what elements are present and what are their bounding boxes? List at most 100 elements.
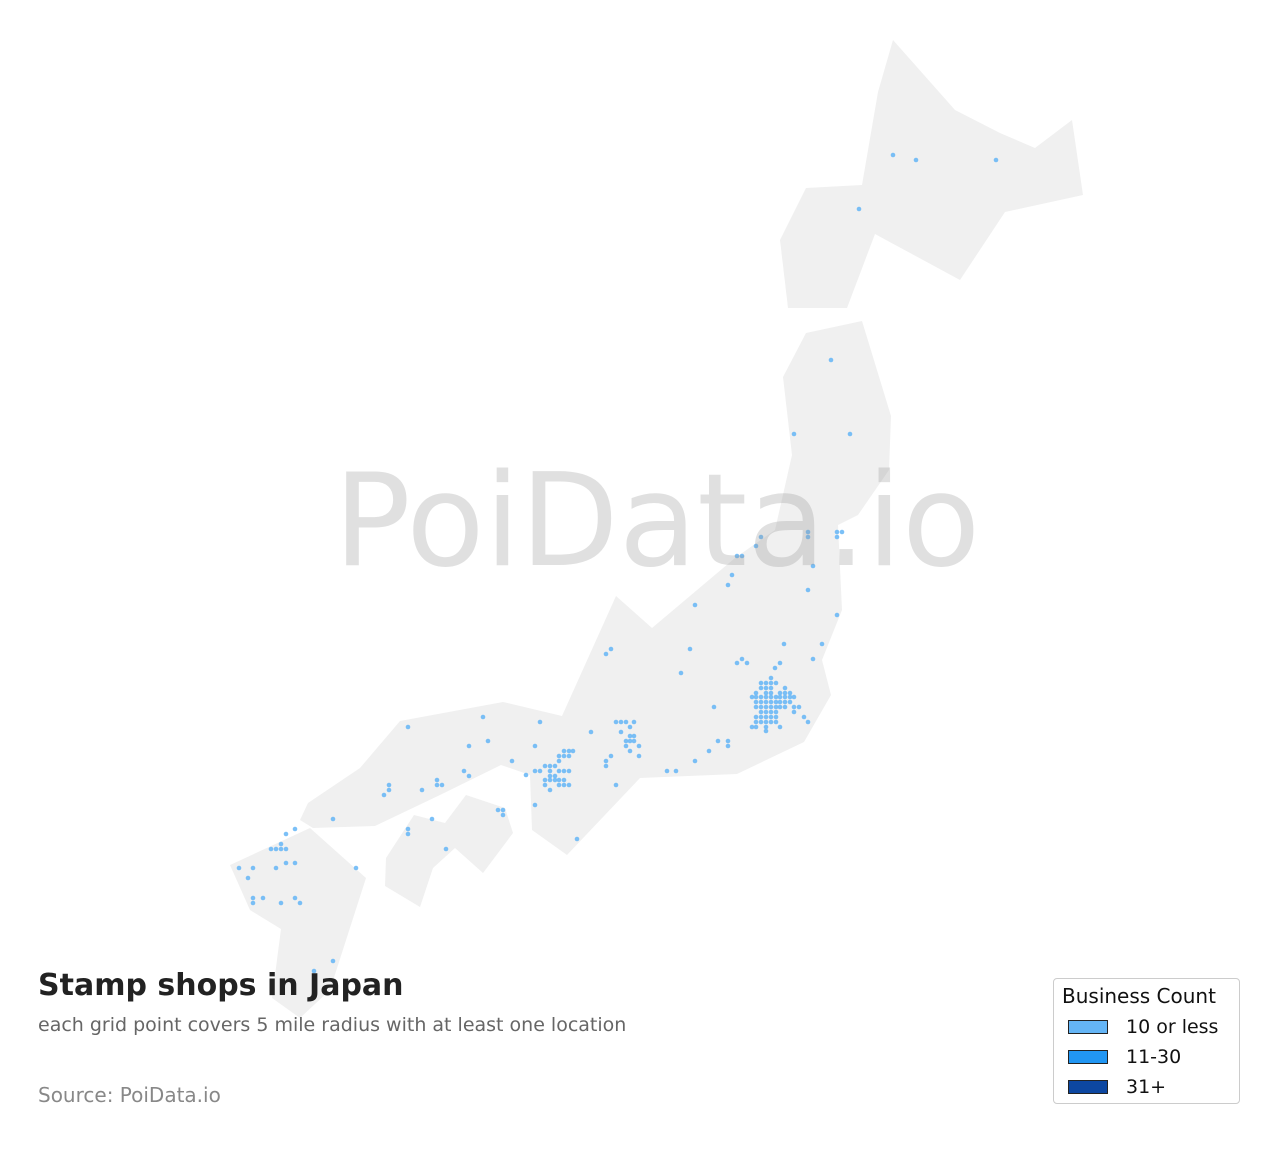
grid-point bbox=[631, 738, 637, 744]
grid-point bbox=[758, 704, 764, 710]
grid-point bbox=[801, 714, 807, 720]
grid-point bbox=[613, 719, 619, 725]
grid-point bbox=[734, 660, 740, 666]
grid-point bbox=[772, 665, 778, 671]
legend-swatch bbox=[1068, 1050, 1108, 1064]
grid-point bbox=[782, 685, 788, 691]
grid-point bbox=[250, 900, 256, 906]
grid-point bbox=[461, 768, 467, 774]
grid-point bbox=[623, 719, 629, 725]
grid-point bbox=[547, 787, 553, 793]
grid-point bbox=[725, 738, 731, 744]
legend-item-mid: 11-30 bbox=[1068, 1046, 1181, 1068]
grid-point bbox=[758, 685, 764, 691]
grid-point bbox=[434, 782, 440, 788]
grid-point bbox=[763, 719, 769, 725]
grid-point bbox=[570, 748, 576, 754]
grid-point bbox=[777, 724, 783, 730]
grid-point bbox=[819, 641, 825, 647]
grid-point bbox=[773, 694, 779, 700]
grid-point bbox=[556, 782, 562, 788]
grid-point bbox=[608, 753, 614, 759]
grid-point bbox=[273, 865, 279, 871]
grid-point bbox=[773, 680, 779, 686]
grid-point bbox=[547, 768, 553, 774]
grid-point bbox=[627, 724, 633, 730]
grid-point bbox=[552, 763, 558, 769]
grid-point bbox=[847, 431, 853, 437]
grid-point bbox=[268, 846, 274, 852]
grid-point bbox=[729, 572, 735, 578]
source-credit: Source: PoiData.io bbox=[38, 1083, 221, 1107]
grid-point bbox=[297, 900, 303, 906]
grid-point bbox=[278, 841, 284, 847]
grid-point bbox=[547, 773, 553, 779]
grid-point bbox=[834, 612, 840, 618]
grid-point bbox=[566, 782, 572, 788]
grid-point bbox=[791, 704, 797, 710]
grid-point bbox=[782, 690, 788, 696]
grid-point bbox=[386, 787, 392, 793]
grid-point bbox=[631, 719, 637, 725]
hokkaido bbox=[780, 40, 1083, 308]
grid-point bbox=[419, 787, 425, 793]
grid-point bbox=[768, 704, 774, 710]
grid-point bbox=[292, 895, 298, 901]
grid-point bbox=[753, 690, 759, 696]
legend-item-low: 10 or less bbox=[1068, 1016, 1218, 1038]
grid-point bbox=[805, 534, 811, 540]
grid-point bbox=[805, 719, 811, 725]
grid-point bbox=[834, 529, 840, 535]
legend-item-high: 31+ bbox=[1068, 1076, 1166, 1098]
grid-point bbox=[561, 768, 567, 774]
grid-point bbox=[547, 777, 553, 783]
grid-point bbox=[561, 777, 567, 783]
grid-point bbox=[763, 728, 769, 734]
grid-point bbox=[791, 431, 797, 437]
grid-point bbox=[758, 699, 764, 705]
grid-point bbox=[763, 685, 769, 691]
grid-point bbox=[749, 694, 755, 700]
grid-point bbox=[330, 816, 336, 822]
grid-point bbox=[500, 812, 506, 818]
grid-point bbox=[782, 699, 788, 705]
grid-point bbox=[763, 694, 769, 700]
grid-point bbox=[537, 719, 543, 725]
honshu bbox=[300, 321, 891, 855]
grid-point bbox=[796, 704, 802, 710]
grid-point bbox=[485, 738, 491, 744]
grid-point bbox=[566, 748, 572, 754]
grid-point bbox=[791, 694, 797, 700]
grid-point bbox=[787, 699, 793, 705]
grid-point bbox=[495, 807, 501, 813]
grid-point bbox=[283, 860, 289, 866]
grid-point bbox=[627, 738, 633, 744]
grid-point bbox=[753, 694, 759, 700]
legend-label: 10 or less bbox=[1126, 1016, 1219, 1038]
grid-points bbox=[236, 152, 999, 974]
grid-point bbox=[532, 743, 538, 749]
grid-point bbox=[763, 680, 769, 686]
grid-point bbox=[330, 958, 336, 964]
grid-point bbox=[773, 709, 779, 715]
grid-point bbox=[627, 733, 633, 739]
grid-point bbox=[768, 675, 774, 681]
grid-point bbox=[773, 719, 779, 725]
grid-point bbox=[542, 782, 548, 788]
grid-point bbox=[744, 660, 750, 666]
grid-point bbox=[753, 704, 759, 710]
grid-point bbox=[782, 704, 788, 710]
grid-point bbox=[753, 724, 759, 730]
grid-point bbox=[566, 753, 572, 759]
grid-point bbox=[805, 587, 811, 593]
grid-point bbox=[913, 157, 919, 163]
grid-point bbox=[618, 729, 624, 735]
grid-point bbox=[673, 768, 679, 774]
grid-point bbox=[739, 656, 745, 662]
land bbox=[230, 40, 1083, 1018]
grid-point bbox=[758, 714, 764, 720]
grid-point bbox=[623, 743, 629, 749]
grid-point bbox=[777, 699, 783, 705]
legend-swatch bbox=[1068, 1020, 1108, 1034]
grid-point bbox=[768, 694, 774, 700]
